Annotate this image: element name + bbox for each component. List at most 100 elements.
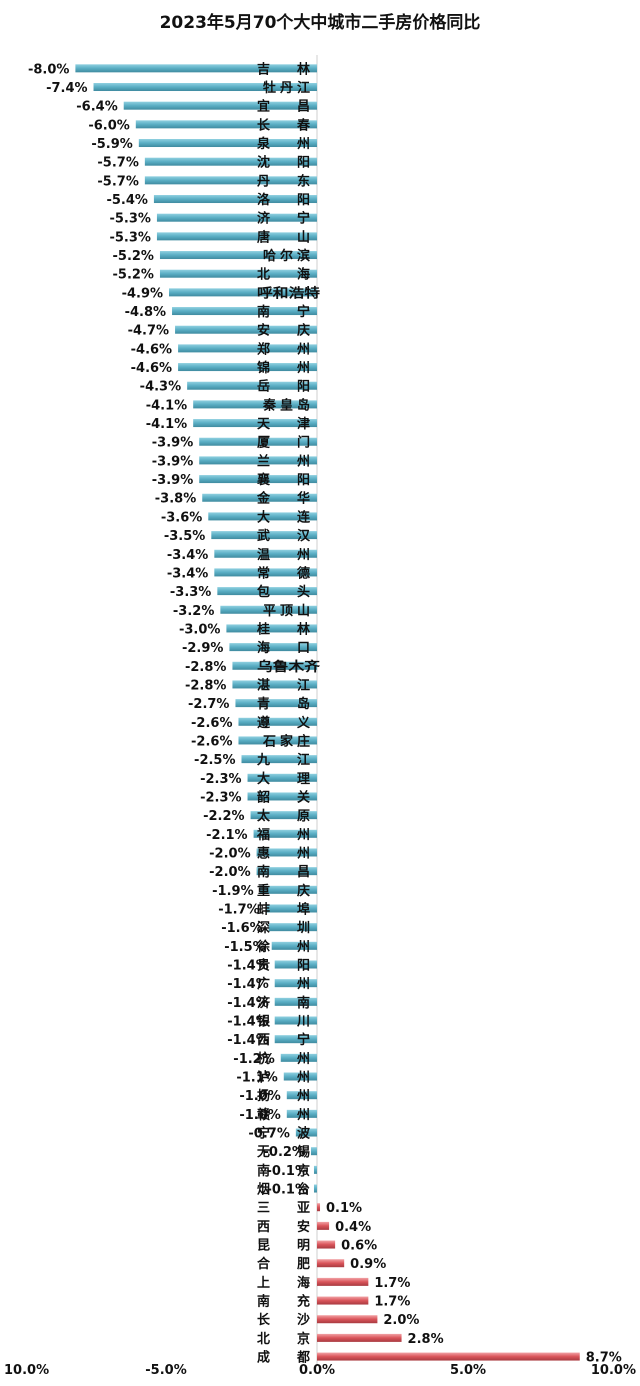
data-label: -3.0% — [179, 622, 220, 637]
data-label: -1.0% — [239, 1108, 280, 1123]
bar — [247, 773, 317, 782]
data-label: -1.1% — [236, 1071, 277, 1086]
bar — [317, 1221, 330, 1230]
bar — [256, 848, 317, 857]
chart-title: 2023年5月70个大中城市二手房价格同比 — [159, 13, 481, 33]
x-tick-label: -5.0% — [145, 1363, 186, 1378]
bar — [313, 1184, 317, 1193]
bar — [295, 1128, 317, 1137]
bar — [135, 120, 317, 129]
bar — [208, 512, 317, 521]
bar — [123, 101, 317, 110]
data-label: 0.1% — [326, 1201, 362, 1216]
bar — [199, 456, 317, 465]
category-label: 三亚 — [257, 1201, 310, 1216]
category-label: 牡丹江 — [263, 80, 310, 96]
bar — [144, 176, 317, 185]
data-label: -4.1% — [146, 417, 187, 432]
bar — [214, 549, 317, 558]
bar — [156, 213, 317, 222]
data-label: -3.5% — [164, 529, 205, 544]
bar — [310, 1147, 317, 1156]
bar — [241, 755, 317, 764]
data-label: -5.2% — [113, 268, 154, 283]
data-label: 0.6% — [341, 1239, 377, 1254]
data-label: -1.0% — [239, 1089, 280, 1104]
data-label: -2.7% — [188, 697, 229, 712]
data-label: -4.9% — [122, 286, 163, 301]
data-label: -1.4% — [227, 958, 268, 973]
category-label: 北京 — [257, 1331, 310, 1347]
bar — [271, 941, 317, 950]
category-label: 长沙 — [257, 1312, 310, 1328]
category-label: 石家庄 — [262, 733, 310, 749]
data-label: -1.5% — [224, 940, 265, 955]
bar — [268, 923, 317, 932]
bar — [193, 400, 317, 409]
data-label: -3.4% — [167, 548, 208, 563]
bar — [283, 1072, 317, 1081]
bar — [235, 699, 317, 708]
data-label: -2.8% — [185, 678, 226, 693]
data-label: -2.1% — [206, 828, 247, 843]
bar — [159, 251, 317, 260]
bar — [144, 157, 317, 166]
data-label: -0.1% — [267, 1164, 308, 1179]
data-label: -3.9% — [152, 454, 193, 469]
bar — [317, 1352, 580, 1361]
data-label: -1.4% — [227, 1033, 268, 1048]
bar — [274, 979, 317, 988]
data-label: -3.2% — [173, 604, 214, 619]
data-label: 0.4% — [335, 1220, 371, 1235]
bar — [317, 1277, 369, 1286]
bar — [286, 1109, 317, 1118]
data-label: -3.9% — [152, 436, 193, 451]
x-tick-label: 0.0% — [299, 1363, 335, 1378]
data-label: -5.7% — [97, 156, 138, 171]
bar — [159, 269, 317, 278]
data-label: -2.8% — [185, 660, 226, 675]
data-label: -4.1% — [146, 398, 187, 413]
data-label: -1.7% — [218, 902, 259, 917]
x-tick-label: 10.0% — [591, 1363, 636, 1378]
data-label: -6.4% — [76, 100, 117, 115]
bar — [175, 325, 317, 334]
x-tick-label: 10.0% — [4, 1363, 49, 1378]
data-label: 8.7% — [586, 1351, 622, 1366]
bar — [199, 437, 317, 446]
bar — [274, 997, 317, 1006]
category-label: 呼和浩特 — [257, 285, 320, 301]
data-label: -7.4% — [46, 81, 87, 96]
data-label: -3.4% — [167, 566, 208, 581]
category-label: 南充 — [257, 1294, 310, 1310]
bar — [217, 587, 317, 596]
data-label: 1.7% — [374, 1276, 410, 1291]
bar — [317, 1259, 345, 1268]
data-label: -4.6% — [131, 361, 172, 376]
bar — [313, 1165, 317, 1174]
category-label: 哈尔滨 — [263, 248, 310, 264]
bar — [274, 960, 317, 969]
bar — [229, 643, 317, 652]
data-label: -2.9% — [182, 641, 223, 656]
data-label: -1.4% — [227, 996, 268, 1011]
bar — [178, 363, 317, 372]
data-label: -2.6% — [191, 734, 232, 749]
category-label: 泸州 — [257, 1070, 310, 1086]
data-label: -4.3% — [140, 380, 181, 395]
category-label: 上海 — [257, 1275, 310, 1291]
category-label: 乌鲁木齐 — [257, 659, 321, 675]
data-label: -8.0% — [28, 62, 69, 77]
bar — [153, 195, 317, 204]
bar — [232, 680, 317, 689]
data-label: -0.7% — [248, 1127, 289, 1142]
bar — [274, 1035, 317, 1044]
data-label: -5.3% — [109, 230, 150, 245]
bar — [238, 736, 317, 745]
data-label: -1.4% — [227, 977, 268, 992]
category-label: 合肥 — [257, 1256, 310, 1272]
data-label: -2.0% — [209, 846, 250, 861]
bar — [259, 885, 317, 894]
data-label: -0.2% — [264, 1145, 305, 1160]
bar — [172, 307, 317, 316]
